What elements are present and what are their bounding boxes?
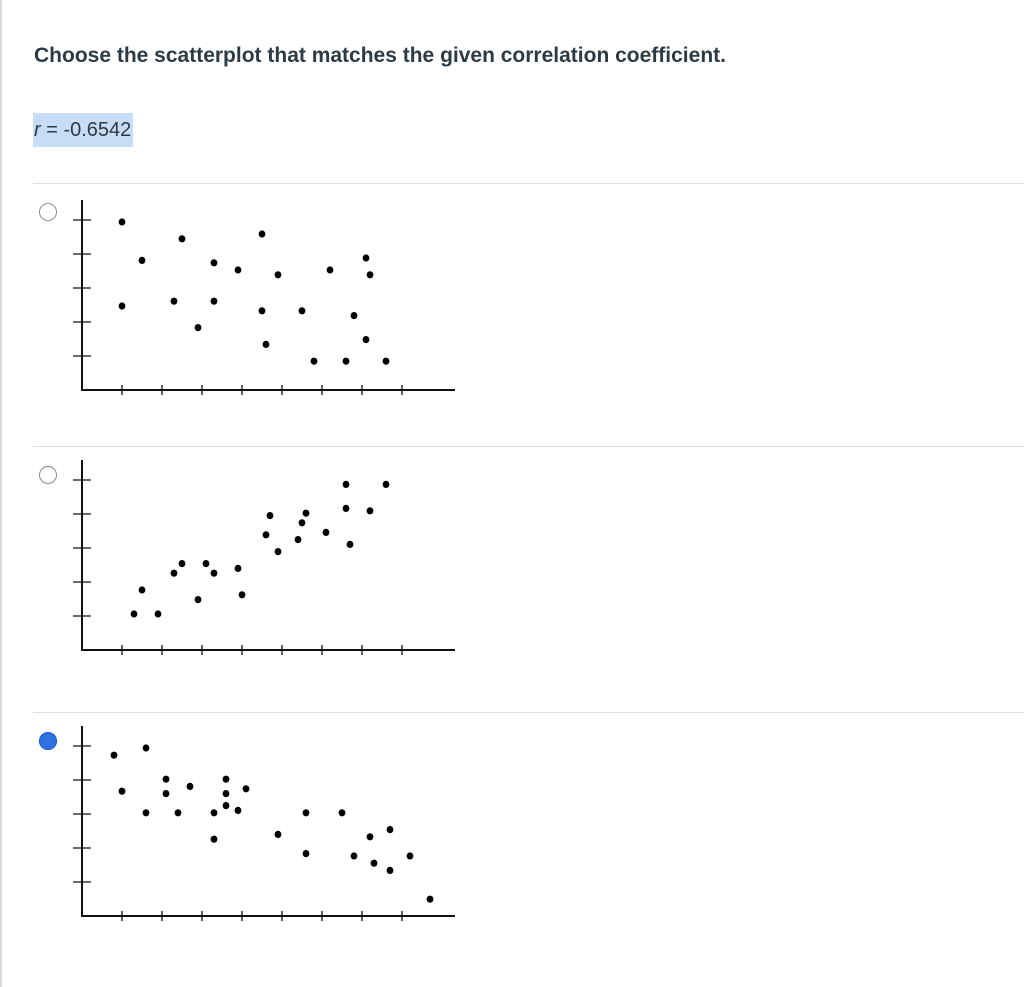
data-point bbox=[382, 357, 390, 365]
option-3-radio-button[interactable] bbox=[39, 732, 57, 750]
data-point bbox=[242, 785, 250, 793]
answer-divider bbox=[33, 183, 1024, 184]
option-1-radio-button[interactable] bbox=[39, 203, 57, 221]
data-point bbox=[350, 852, 358, 860]
data-point bbox=[370, 859, 378, 867]
data-point bbox=[302, 850, 310, 858]
data-point bbox=[234, 564, 242, 572]
data-point bbox=[138, 256, 146, 264]
content-left-border bbox=[0, 0, 2, 987]
data-point bbox=[142, 809, 150, 817]
data-point bbox=[170, 297, 178, 305]
data-point bbox=[274, 548, 282, 556]
data-point bbox=[382, 480, 390, 488]
data-point bbox=[386, 866, 394, 874]
data-point bbox=[386, 826, 394, 834]
data-point bbox=[338, 809, 346, 817]
data-point bbox=[342, 357, 350, 365]
data-point bbox=[210, 835, 218, 843]
data-point bbox=[342, 504, 350, 512]
data-point bbox=[210, 809, 218, 817]
answer-option-3[interactable] bbox=[0, 713, 1024, 987]
answer-option-2[interactable] bbox=[0, 447, 1024, 712]
option-1-scatterplot[interactable] bbox=[60, 198, 460, 428]
data-point bbox=[258, 230, 266, 238]
data-point bbox=[194, 596, 202, 604]
data-point bbox=[262, 531, 270, 539]
data-point bbox=[110, 751, 118, 759]
data-point bbox=[294, 536, 302, 544]
data-point bbox=[366, 271, 374, 279]
data-point bbox=[194, 324, 202, 332]
data-point bbox=[234, 806, 242, 814]
data-point bbox=[210, 569, 218, 577]
data-point bbox=[274, 271, 282, 279]
data-point bbox=[186, 782, 194, 790]
data-point bbox=[210, 259, 218, 267]
data-point bbox=[310, 357, 318, 365]
data-point bbox=[362, 254, 370, 262]
data-point bbox=[302, 509, 310, 517]
data-point bbox=[258, 307, 266, 315]
data-point bbox=[326, 266, 334, 274]
data-point bbox=[162, 775, 170, 783]
data-point bbox=[174, 809, 182, 817]
data-point bbox=[178, 560, 186, 568]
data-point bbox=[362, 336, 370, 344]
data-point bbox=[222, 790, 230, 798]
data-point bbox=[222, 775, 230, 783]
data-point bbox=[262, 340, 270, 348]
data-point bbox=[222, 802, 230, 810]
data-point bbox=[162, 790, 170, 798]
data-point bbox=[366, 833, 374, 841]
option-3-scatterplot[interactable] bbox=[60, 724, 460, 954]
data-point bbox=[118, 787, 126, 795]
correlation-coefficient: r = -0.6542 bbox=[33, 113, 134, 147]
data-point bbox=[298, 307, 306, 315]
data-point bbox=[178, 235, 186, 243]
data-point bbox=[346, 540, 354, 548]
data-point bbox=[210, 297, 218, 305]
answer-divider bbox=[33, 446, 1024, 447]
data-point bbox=[298, 519, 306, 527]
data-point bbox=[234, 266, 242, 274]
data-point bbox=[266, 512, 274, 520]
data-point bbox=[118, 218, 126, 226]
data-point bbox=[202, 560, 210, 568]
option-2-radio-button[interactable] bbox=[39, 466, 57, 484]
data-point bbox=[238, 591, 246, 599]
data-point bbox=[130, 610, 138, 618]
question-prompt: Choose the scatterplot that matches the … bbox=[34, 44, 726, 67]
option-2-scatterplot[interactable] bbox=[60, 458, 460, 688]
r-value: = -0.6542 bbox=[40, 119, 132, 141]
data-point bbox=[342, 480, 350, 488]
r-variable: r bbox=[34, 119, 41, 141]
data-point bbox=[406, 852, 414, 860]
data-point bbox=[366, 507, 374, 515]
data-point bbox=[274, 830, 282, 838]
answer-option-1[interactable] bbox=[0, 184, 1024, 446]
data-point bbox=[142, 744, 150, 752]
data-point bbox=[302, 809, 310, 817]
data-point bbox=[154, 610, 162, 618]
data-point bbox=[118, 302, 126, 310]
answer-divider bbox=[33, 712, 1024, 713]
data-point bbox=[170, 569, 178, 577]
data-point bbox=[322, 528, 330, 536]
data-point bbox=[426, 895, 434, 903]
data-point bbox=[138, 586, 146, 594]
data-point bbox=[350, 312, 358, 320]
